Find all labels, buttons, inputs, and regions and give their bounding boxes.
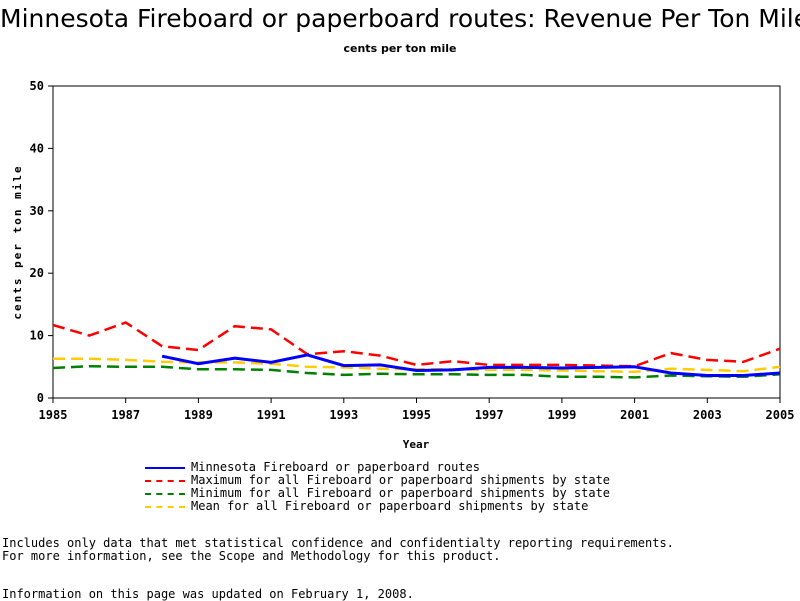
y-tick-label: 0 (37, 391, 44, 405)
x-tick-label: 1997 (475, 408, 504, 422)
legend-swatch (145, 492, 185, 495)
note-confidence: Includes only data that met statistical … (2, 536, 674, 550)
series-line-0 (161, 353, 781, 377)
x-axis: 1985 1987 1989 1991 1993 1995 1997 1999 2001 2003… (39, 398, 795, 422)
legend-item: Mean for all Fireboard or paperboard shi… (145, 500, 610, 513)
x-tick-label: 2001 (620, 408, 649, 422)
chart-subtitle: cents per ton mile (343, 42, 457, 55)
legend-label: Maximum for all Fireboard or paperboard … (191, 473, 611, 487)
chart-legend: Minnesota Fireboard or paperboard routes… (145, 461, 610, 513)
legend-swatch (145, 479, 185, 482)
legend-label: Minnesota Fireboard or paperboard routes (191, 460, 480, 474)
legend-item: Minnesota Fireboard or paperboard routes (145, 461, 610, 474)
legend-swatch (145, 466, 185, 469)
chart-title: Minnesota Fireboard or paperboard routes… (0, 4, 800, 33)
x-tick-label: 2003 (693, 408, 722, 422)
x-tick-label: 1987 (111, 408, 140, 422)
legend-label: Mean for all Fireboard or paperboard shi… (191, 499, 589, 513)
series-line-2 (52, 364, 781, 379)
x-axis-title: Year (403, 438, 430, 451)
legend-item: Minimum for all Fireboard or paperboard … (145, 487, 610, 500)
legend-swatch (145, 505, 185, 508)
plot-frame (52, 85, 781, 399)
x-tick-label: 1991 (257, 408, 286, 422)
legend-item: Maximum for all Fireboard or paperboard … (145, 474, 610, 487)
y-tick-label: 30 (30, 204, 44, 218)
y-tick-label: 20 (30, 266, 44, 280)
note-updated: Information on this page was updated on … (2, 587, 414, 601)
x-tick-label: 1985 (39, 408, 68, 422)
x-tick-label: 1993 (329, 408, 358, 422)
y-axis-title: cents per ton mile (11, 164, 24, 319)
x-tick-label: 1995 (402, 408, 431, 422)
series-lines (52, 321, 781, 379)
note-methodology: For more information, see the Scope and … (2, 549, 501, 563)
series-line-1 (52, 321, 781, 368)
y-tick-label: 50 (30, 79, 44, 93)
x-tick-label: 1989 (184, 408, 213, 422)
y-axis: 0 10 20 30 40 50 (30, 79, 53, 405)
y-tick-label: 40 (30, 141, 44, 155)
x-tick-label: 1999 (547, 408, 576, 422)
legend-label: Minimum for all Fireboard or paperboard … (191, 486, 611, 500)
y-tick-label: 10 (30, 329, 44, 343)
x-tick-label: 2005 (766, 408, 795, 422)
